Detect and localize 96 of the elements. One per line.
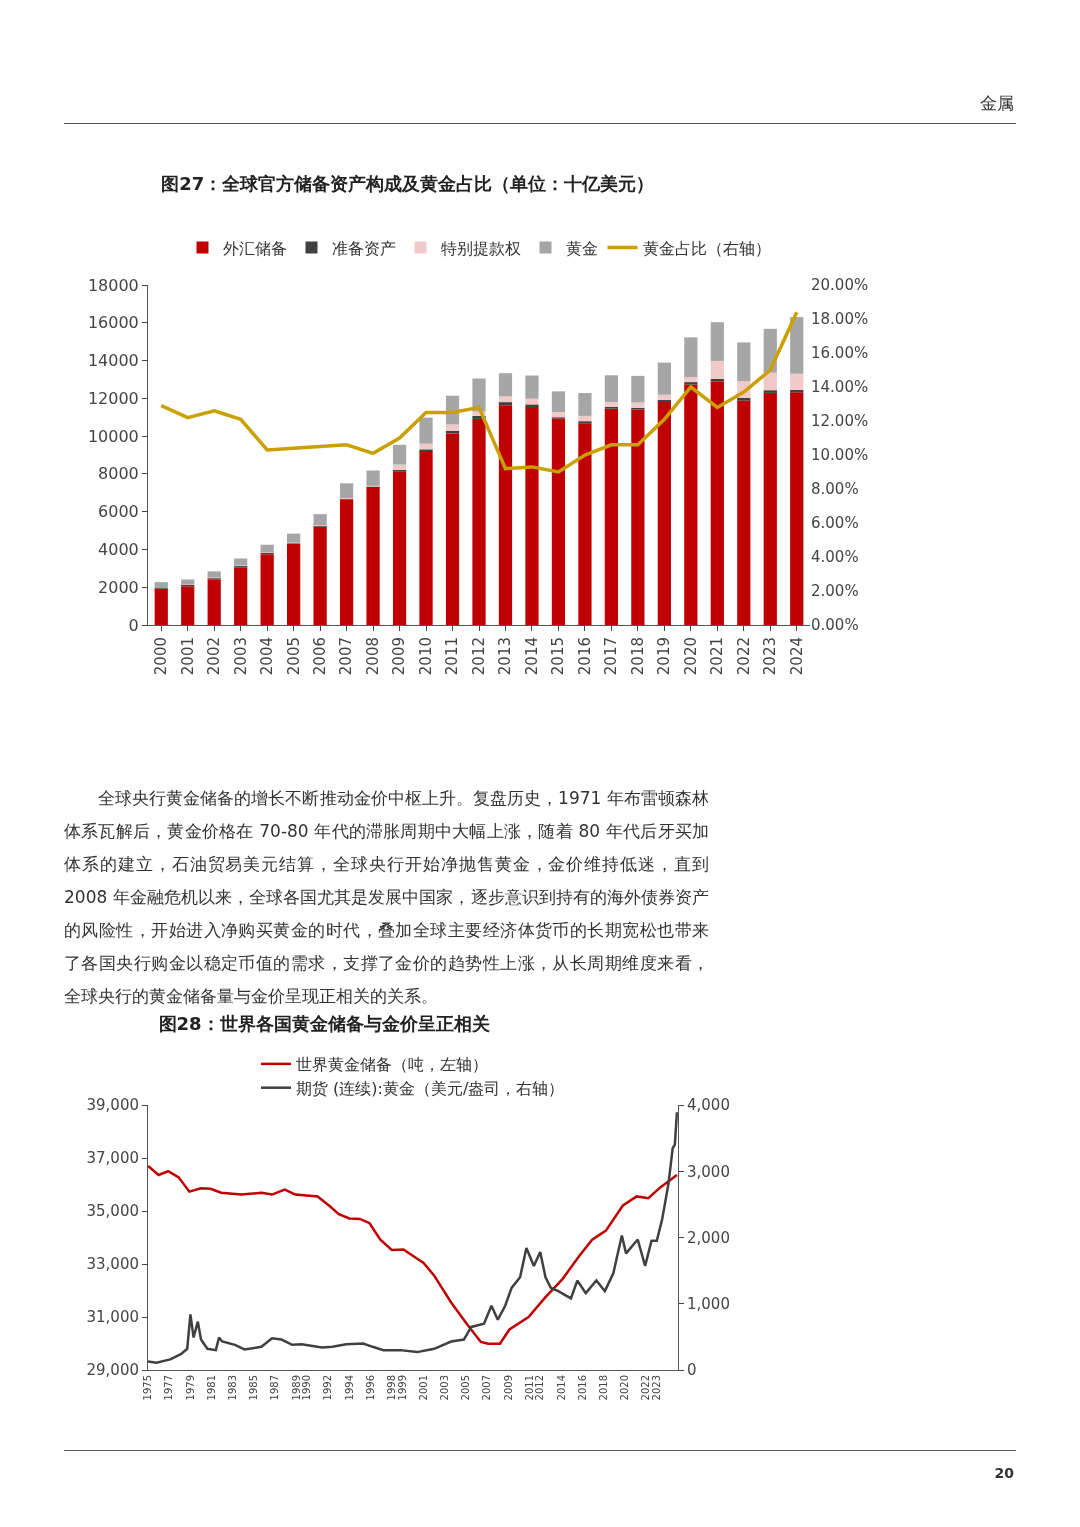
y2-tick-label: 4,000 [687, 1096, 730, 1115]
x-tick-label: 2020 [619, 1375, 631, 1401]
x-tick-label: 1990 [301, 1375, 313, 1401]
x-tick-label: 1983 [227, 1375, 239, 1401]
legend-label: 准备资产 [331, 238, 396, 258]
y-tick-label: 0 [128, 615, 139, 635]
x-tick-label: 2022 [734, 637, 753, 676]
y2-tick-label: 2,000 [687, 1228, 730, 1247]
y-tick-label: 18000 [87, 275, 139, 295]
y2-tick-label: 6.00% [811, 514, 859, 533]
x-tick-label: 2020 [681, 637, 700, 676]
y2-tick-label: 1,000 [687, 1295, 730, 1313]
legend-label: 期货 (连续):黄金（美元/盎司，右轴） [296, 1078, 565, 1098]
y2-tick-label: 16.00% [811, 344, 869, 363]
x-tick-label: 2003 [231, 637, 250, 676]
x-tick-label: 1979 [184, 1375, 196, 1401]
legend-label: 黄金 [565, 238, 598, 258]
legend-label: 黄金占比（右轴） [642, 238, 771, 258]
y2-tick-label: 18.00% [811, 310, 869, 329]
x-tick-label: 1975 [142, 1375, 154, 1401]
y-tick-label: 37,000 [86, 1149, 139, 1168]
y-tick-label: 31,000 [86, 1308, 139, 1327]
y-tick-label: 14000 [87, 351, 139, 371]
x-tick-label: 2022 [640, 1375, 652, 1401]
x-tick-label: 2005 [460, 1375, 472, 1401]
x-tick-label: 2013 [496, 637, 515, 676]
x-tick-label: 1999 [396, 1375, 408, 1401]
x-tick-label: 2009 [502, 1375, 514, 1401]
x-tick-label: 2015 [549, 637, 568, 676]
y-tick-label: 35,000 [86, 1202, 139, 1221]
x-tick-label: 2014 [555, 1375, 567, 1401]
chart-title: 图28：世界各国黄金储备与金价呈正相关 [158, 1012, 490, 1034]
y-tick-label: 2000 [98, 577, 139, 597]
x-tick-label: 2018 [598, 1375, 610, 1401]
y2-tick-label: 3,000 [687, 1162, 730, 1181]
y2-tick-label: 20.00% [811, 276, 869, 295]
x-tick-label: 2017 [602, 637, 621, 676]
y2-tick-label: 0.00% [811, 616, 859, 635]
x-tick-label: 1994 [343, 1375, 355, 1401]
x-tick-label: 2004 [258, 637, 277, 676]
x-tick-label: 1996 [364, 1375, 376, 1401]
y-tick-label: 29,000 [86, 1361, 139, 1380]
x-tick-label: 1989 [290, 1375, 302, 1401]
x-tick-label: 2008 [363, 637, 382, 676]
y-tick-label: 39,000 [86, 1096, 139, 1115]
x-tick-label: 2014 [522, 637, 541, 676]
x-tick-label: 2001 [178, 637, 197, 676]
x-tick-label: 2005 [284, 637, 303, 676]
x-tick-label: 2011 [443, 637, 462, 676]
text: 全球央行黄金储备的增长不断推动金价中枢上升。复盘历史，1971 年布雷顿森林体系瓦解后，黄金价格在 70-80 年代的滞胀周期中大幅上涨，随着 80 年代后牙买加体系的建立，石油贸易美元结算，全球央行开始净抛售黄金，金价维持低迷，直到 2008 年金融危机以来，全球各国尤其是发展中国家，逐步意识到持有的海外债券资产的风险性，开始进入净购买黄金的时代，叠加全球主要经济体货币的长期宽松也带来了各国央行购金以稳定币值的需求，支撑了金价的趋势性上涨，从长周期维度来看，全球央行的黄金储备量与金价呈现正相关的关系。 [64, 787, 709, 1008]
x-tick-label: 2001 [417, 1375, 429, 1401]
y2-tick-label: 4.00% [811, 548, 859, 567]
chart-title: 图27：全球官方储备资产构成及黄金占比（单位：十亿美元） [161, 172, 655, 194]
x-tick-label: 2016 [576, 1375, 588, 1401]
x-tick-label: 1985 [248, 1375, 260, 1401]
x-tick-label: 2002 [205, 637, 224, 676]
y-tick-label: 12000 [87, 388, 139, 408]
x-tick-label: 1977 [163, 1375, 175, 1401]
legend-label: 特别提款权 [440, 238, 521, 258]
x-tick-label: 2024 [787, 637, 806, 676]
y2-tick-label: 10.00% [811, 446, 869, 465]
y-tick-label: 8000 [98, 464, 139, 484]
x-tick-label: 2003 [439, 1375, 451, 1401]
x-tick-label: 2016 [575, 637, 594, 676]
x-tick-label: 2012 [534, 1375, 546, 1401]
text: 20 [994, 1465, 1014, 1481]
y-tick-label: 4000 [98, 540, 139, 560]
x-tick-label: 2007 [337, 637, 356, 676]
y2-tick-label: 0 [687, 1361, 697, 1380]
y-tick-label: 6000 [98, 502, 139, 522]
legend-label: 外汇储备 [222, 238, 287, 258]
y2-tick-label: 2.00% [811, 582, 859, 601]
y-tick-label: 33,000 [86, 1255, 139, 1274]
x-tick-label: 2023 [651, 1375, 663, 1401]
x-tick-label: 2009 [390, 637, 409, 676]
x-tick-label: 2010 [416, 637, 435, 676]
y2-tick-label: 14.00% [811, 378, 869, 397]
text: 金属 [980, 92, 1014, 115]
x-tick-label: 2000 [152, 637, 171, 676]
x-tick-label: 1987 [269, 1375, 281, 1401]
legend-label: 世界黄金储备（吨，左轴） [296, 1055, 488, 1075]
x-tick-label: 2012 [469, 637, 488, 676]
y-tick-label: 10000 [87, 426, 139, 446]
x-tick-label: 1992 [322, 1375, 334, 1401]
x-tick-label: 2006 [310, 637, 329, 676]
y2-tick-label: 12.00% [811, 412, 869, 431]
x-tick-label: 2019 [655, 637, 674, 676]
x-tick-label: 1998 [386, 1375, 398, 1401]
x-tick-label: 2023 [761, 637, 780, 676]
x-tick-label: 1981 [205, 1375, 217, 1401]
y2-tick-label: 8.00% [811, 480, 859, 499]
y-tick-label: 16000 [87, 313, 139, 333]
x-tick-label: 2007 [481, 1375, 493, 1401]
x-tick-label: 2018 [628, 637, 647, 676]
x-tick-label: 2021 [708, 637, 727, 676]
x-tick-label: 2011 [523, 1375, 535, 1401]
